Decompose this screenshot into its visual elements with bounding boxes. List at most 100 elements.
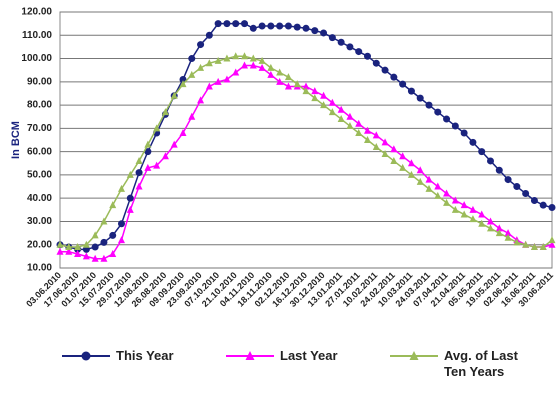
data-point xyxy=(328,34,336,42)
y-tick-label: 30.00 xyxy=(27,216,52,227)
data-point xyxy=(346,112,354,120)
data-point xyxy=(407,170,415,178)
data-point xyxy=(425,101,433,109)
data-point xyxy=(135,156,143,164)
data-point xyxy=(381,149,389,157)
data-point xyxy=(451,122,459,130)
data-point xyxy=(56,247,64,255)
data-point xyxy=(100,238,108,246)
y-tick-label: 90.00 xyxy=(27,76,52,87)
y-tick-label: 10.00 xyxy=(27,263,52,274)
legend-marker xyxy=(409,351,419,360)
y-tick-label: 40.00 xyxy=(27,193,52,204)
data-point xyxy=(337,105,345,113)
data-point xyxy=(451,205,459,213)
data-point xyxy=(530,243,538,251)
legend-item: This Year xyxy=(60,348,202,380)
data-point xyxy=(179,80,187,88)
data-point xyxy=(399,152,407,160)
data-point xyxy=(82,252,90,260)
data-point xyxy=(355,119,363,127)
data-point xyxy=(74,243,82,251)
legend-marker xyxy=(81,351,91,361)
legend-item: Avg. of Last Ten Years xyxy=(388,348,522,380)
data-point xyxy=(276,22,284,30)
data-point xyxy=(407,87,415,95)
data-point xyxy=(302,82,310,90)
data-point xyxy=(205,59,213,67)
data-point xyxy=(434,191,442,199)
data-point xyxy=(284,73,292,81)
legend-marker xyxy=(245,351,255,360)
data-point xyxy=(214,20,222,28)
data-point xyxy=(205,31,213,39)
data-point xyxy=(293,23,301,31)
data-point xyxy=(91,231,99,239)
y-tick-label: 100.00 xyxy=(21,53,52,64)
legend-label: Last Year xyxy=(280,348,338,363)
data-point xyxy=(91,254,99,262)
data-point xyxy=(302,87,310,95)
data-point xyxy=(399,80,407,88)
data-point xyxy=(232,52,240,60)
data-point xyxy=(548,203,556,211)
data-point xyxy=(451,196,459,204)
data-point xyxy=(469,215,477,223)
data-point xyxy=(161,108,169,116)
data-point xyxy=(513,238,521,246)
data-point xyxy=(284,82,292,90)
data-point xyxy=(249,54,257,62)
series-line xyxy=(59,22,553,251)
data-point xyxy=(346,43,354,51)
data-point xyxy=(197,41,205,49)
data-point xyxy=(249,24,257,32)
data-point xyxy=(434,182,442,190)
data-point xyxy=(487,224,494,232)
data-point xyxy=(407,159,415,167)
data-point xyxy=(232,20,240,28)
data-point xyxy=(118,184,125,192)
data-point xyxy=(153,124,161,132)
data-point xyxy=(311,94,319,102)
data-point xyxy=(109,201,117,209)
y-tick-label: 20.00 xyxy=(27,239,52,250)
data-point xyxy=(381,138,389,146)
data-point xyxy=(539,243,547,251)
data-point xyxy=(390,156,398,164)
y-tick-label: 50.00 xyxy=(27,170,52,181)
data-point xyxy=(276,77,284,85)
data-point xyxy=(443,198,451,206)
data-point xyxy=(548,240,556,248)
data-point xyxy=(223,54,231,62)
data-point xyxy=(504,229,512,237)
data-point xyxy=(91,243,99,251)
data-point xyxy=(241,61,248,69)
data-point xyxy=(144,140,152,148)
data-point xyxy=(153,161,161,169)
data-point xyxy=(223,75,231,83)
data-point xyxy=(478,210,486,218)
data-point xyxy=(372,131,380,139)
data-point xyxy=(126,205,134,213)
data-point xyxy=(513,183,521,191)
legend-item: Last Year xyxy=(224,348,366,380)
data-point xyxy=(320,91,328,99)
data-point xyxy=(170,91,178,99)
data-point xyxy=(241,20,248,28)
data-point xyxy=(161,152,169,160)
data-point xyxy=(267,70,275,78)
data-point xyxy=(539,201,547,209)
data-point xyxy=(425,184,433,192)
data-point xyxy=(267,22,275,30)
data-point xyxy=(416,94,424,102)
data-point xyxy=(337,115,345,123)
data-point xyxy=(56,240,64,248)
data-point xyxy=(258,63,266,71)
data-point xyxy=(197,63,205,71)
data-point xyxy=(460,129,468,137)
data-point xyxy=(355,48,363,56)
data-point xyxy=(425,175,433,183)
data-point xyxy=(443,115,451,123)
data-point xyxy=(144,148,152,156)
data-point xyxy=(364,126,371,134)
